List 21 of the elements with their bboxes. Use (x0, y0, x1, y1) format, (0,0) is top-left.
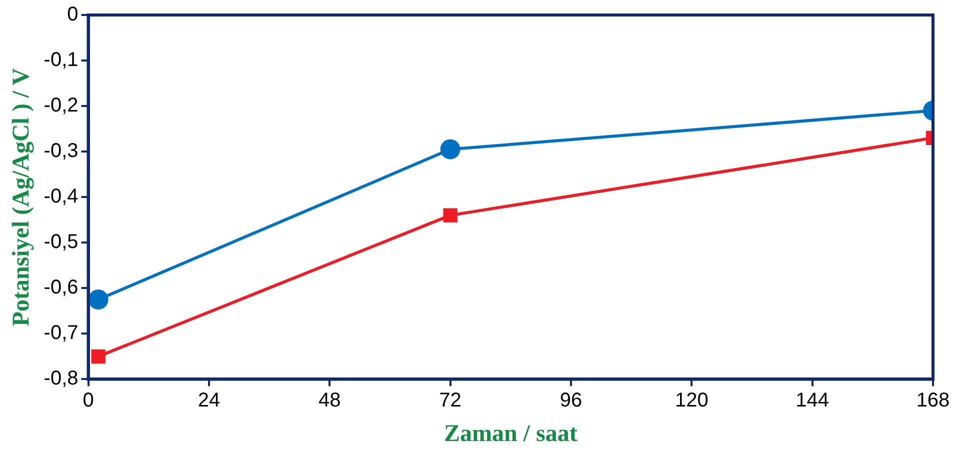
x-tick-label: 48 (318, 390, 341, 412)
point (88, 290, 108, 310)
y-tick-label: -0,2 (44, 94, 78, 117)
point (91, 349, 106, 364)
x-tick-label: 72 (439, 390, 462, 412)
x-axis-title: Zaman / saat (444, 420, 578, 447)
y-tick-label: -0,1 (44, 49, 78, 72)
y-tick-label: -0,8 (44, 368, 78, 390)
y-tick-label: -0,4 (44, 186, 78, 208)
x-tick-label: 24 (198, 390, 220, 412)
y-tick-label: 0 (67, 4, 78, 26)
y-tick-label: -0,5 (44, 231, 78, 254)
x-tick-label: 96 (560, 390, 582, 412)
x-tick-label: 0 (82, 390, 94, 412)
x-tick-label: 144 (796, 390, 830, 412)
y-tick-label: -0,6 (44, 276, 78, 299)
x-tick-label: 168 (916, 390, 950, 412)
y-tick-label: -0,3 (44, 140, 78, 162)
y-tick-label: -0,7 (44, 322, 78, 344)
y-axis-title: Potansiyel (Ag/AgCl ) / V (8, 67, 35, 326)
x-tick-label: 120 (674, 390, 708, 412)
